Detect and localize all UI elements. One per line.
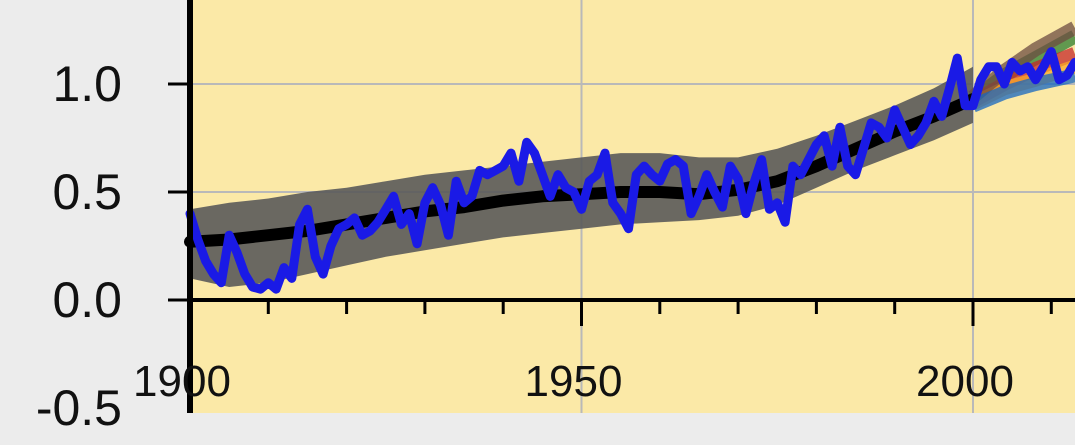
x-tick-label: 1900 xyxy=(133,357,231,406)
x-tick-label: 2000 xyxy=(916,357,1014,406)
observed xyxy=(185,47,1075,294)
projection-line xyxy=(968,21,1075,103)
axes xyxy=(168,0,1075,413)
model-range-band xyxy=(190,66,973,287)
observed-line xyxy=(185,47,1075,294)
y-tick-label: -0.5 xyxy=(36,380,122,436)
model-range-area xyxy=(190,66,973,287)
tick-labels: 1.0 0.5 0.0 -0.5 1900 1950 2000 xyxy=(36,56,1014,436)
x-tick-label: 1950 xyxy=(525,357,623,406)
y-tick-label: 1.0 xyxy=(52,56,122,112)
y-tick-label: 0.0 xyxy=(52,272,122,328)
y-tick-label: 0.5 xyxy=(52,164,122,220)
